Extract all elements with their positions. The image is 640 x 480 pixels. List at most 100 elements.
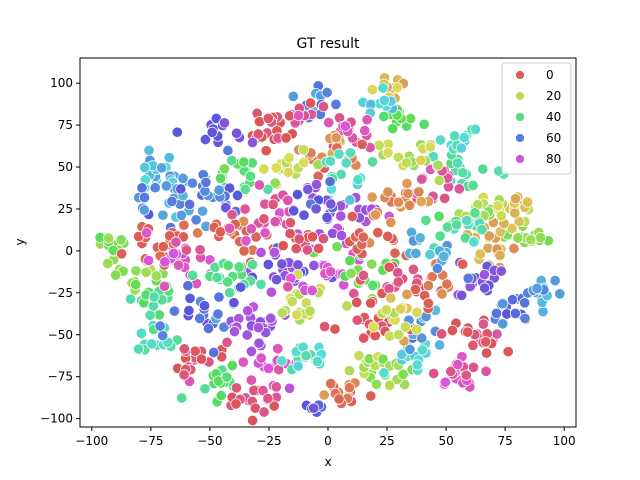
scatter-point bbox=[283, 152, 295, 164]
x-tick-label: 75 bbox=[498, 434, 513, 448]
scatter-point bbox=[146, 338, 158, 350]
scatter-cluster bbox=[318, 377, 377, 409]
scatter-point bbox=[148, 291, 160, 303]
x-axis-ticks: −100 −75 −50 −25 0 25 50 75 100 bbox=[75, 427, 576, 448]
scatter-point bbox=[258, 406, 270, 418]
scatter-point bbox=[365, 390, 377, 402]
scatter-point bbox=[380, 304, 392, 316]
scatter-point bbox=[213, 184, 225, 196]
scatter-point bbox=[436, 288, 448, 300]
scatter-point bbox=[333, 393, 345, 405]
scatter-point bbox=[125, 293, 137, 305]
legend-marker bbox=[515, 133, 525, 143]
scatter-point bbox=[422, 297, 434, 309]
scatter-point bbox=[366, 84, 378, 96]
scatter-cluster bbox=[319, 296, 417, 344]
scatter-point bbox=[434, 230, 446, 242]
scatter-point bbox=[308, 402, 320, 414]
scatter-point bbox=[449, 130, 461, 142]
scatter-point bbox=[290, 243, 302, 255]
scatter-point bbox=[502, 346, 514, 358]
scatter-point bbox=[416, 344, 428, 356]
scatter-point bbox=[439, 376, 451, 388]
scatter-point bbox=[206, 126, 218, 138]
y-tick-label: −100 bbox=[40, 412, 73, 426]
scatter-point bbox=[365, 297, 377, 309]
y-axis-label: y bbox=[13, 238, 27, 245]
scatter-point bbox=[411, 323, 423, 336]
x-tick-label: 0 bbox=[324, 434, 332, 448]
scatter-point bbox=[168, 247, 180, 259]
scatter-point bbox=[424, 248, 436, 261]
scatter-point bbox=[494, 249, 506, 261]
scatter-point bbox=[357, 269, 370, 281]
scatter-point bbox=[451, 157, 464, 169]
scatter-point bbox=[141, 227, 153, 239]
scatter-point bbox=[116, 248, 128, 260]
scatter-point bbox=[378, 110, 390, 123]
scatter-point bbox=[382, 186, 394, 198]
scatter-point bbox=[246, 136, 259, 149]
y-tick-label: −25 bbox=[48, 286, 73, 300]
scatter-cluster bbox=[357, 82, 399, 119]
scatter-point bbox=[392, 151, 404, 163]
scatter-point bbox=[497, 298, 509, 310]
scatter-cluster bbox=[378, 104, 430, 135]
scatter-point bbox=[467, 361, 480, 373]
scatter-point bbox=[495, 210, 507, 222]
scatter-point bbox=[321, 86, 333, 99]
scatter-point bbox=[467, 179, 479, 191]
scatter-point bbox=[531, 282, 543, 294]
scatter-point bbox=[138, 204, 150, 216]
scatter-point bbox=[478, 269, 490, 281]
scatter-point bbox=[368, 321, 380, 333]
scatter-cluster bbox=[172, 336, 233, 387]
scatter-point bbox=[521, 196, 534, 208]
scatter-point bbox=[222, 259, 234, 271]
scatter-point bbox=[154, 320, 166, 332]
scatter-point bbox=[331, 241, 343, 253]
scatter-point bbox=[226, 154, 238, 167]
scatter-point bbox=[509, 207, 521, 219]
scatter-cluster bbox=[320, 147, 379, 206]
scatter-point bbox=[158, 280, 171, 292]
scatter-point bbox=[402, 188, 414, 200]
scatter-point bbox=[253, 337, 265, 349]
scatter-point bbox=[512, 232, 524, 244]
scatter-point bbox=[270, 162, 282, 174]
scatter-point bbox=[143, 254, 155, 267]
scatter-point bbox=[233, 261, 245, 273]
scatter-point bbox=[304, 305, 316, 317]
scatter-point bbox=[298, 209, 310, 221]
y-tick-label: −50 bbox=[48, 328, 73, 342]
scatter-point bbox=[458, 132, 470, 144]
scatter-point bbox=[291, 309, 303, 321]
scatter-point bbox=[359, 125, 371, 137]
scatter-point bbox=[133, 343, 145, 355]
scatter-point bbox=[344, 255, 356, 267]
scatter-cluster bbox=[434, 123, 481, 155]
legend-marker bbox=[515, 112, 525, 122]
y-tick-label: 25 bbox=[58, 202, 73, 216]
scatter-point bbox=[554, 288, 566, 300]
scatter-point bbox=[267, 198, 279, 210]
scatter-cluster bbox=[225, 382, 282, 427]
scatter-point bbox=[286, 295, 298, 308]
scatter-point bbox=[385, 292, 397, 304]
scatter-point bbox=[198, 300, 211, 312]
scatter-point bbox=[310, 178, 323, 191]
scatter-point bbox=[416, 332, 428, 344]
scatter-point bbox=[170, 236, 182, 248]
scatter-point bbox=[468, 236, 480, 248]
scatter-point bbox=[190, 214, 202, 226]
scatter-point bbox=[235, 281, 247, 293]
scatter-point bbox=[441, 221, 454, 233]
scatter-point bbox=[351, 296, 363, 308]
scatter-point bbox=[177, 172, 189, 184]
scatter-point bbox=[401, 288, 413, 300]
scatter-point bbox=[258, 163, 270, 175]
scatter-point bbox=[171, 126, 183, 138]
scatter-point bbox=[492, 200, 504, 212]
scatter-point bbox=[382, 230, 394, 242]
scatter-cluster bbox=[125, 280, 175, 321]
